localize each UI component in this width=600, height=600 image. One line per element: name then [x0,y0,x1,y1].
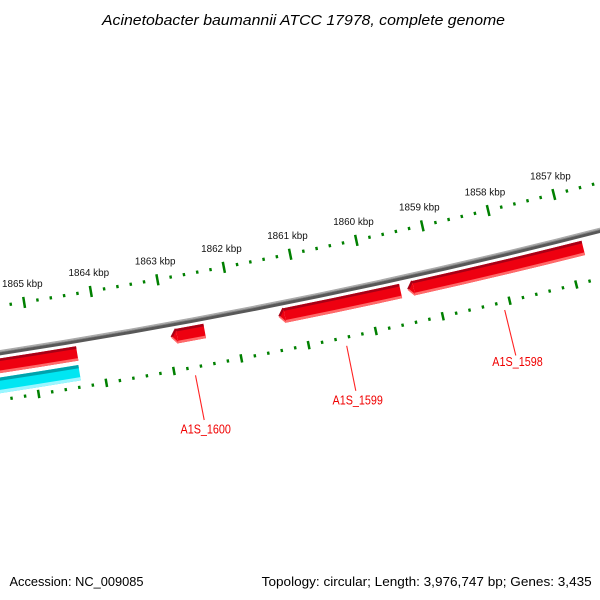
svg-text:1861 kbp: 1861 kbp [267,231,308,242]
svg-text:1859 kbp: 1859 kbp [399,203,440,214]
svg-text:Acinetobacter baumannii ATCC 1: Acinetobacter baumannii ATCC 17978, comp… [101,12,505,29]
svg-text:1863 kbp: 1863 kbp [135,257,176,268]
svg-text:Topology: circular; Length: 3,: Topology: circular; Length: 3,976,747 bp… [262,574,592,589]
svg-text:A1S_1598: A1S_1598 [492,354,542,369]
svg-text:Accession: NC_009085: Accession: NC_009085 [10,574,144,589]
svg-text:A1S_1600: A1S_1600 [181,422,231,437]
svg-text:A1S_1599: A1S_1599 [333,393,383,408]
svg-text:1864 kbp: 1864 kbp [69,268,110,279]
svg-text:1862 kbp: 1862 kbp [201,244,242,255]
svg-text:1865 kbp: 1865 kbp [2,279,43,290]
svg-text:1857 kbp: 1857 kbp [530,172,571,183]
svg-text:1860 kbp: 1860 kbp [333,217,374,228]
svg-text:1858 kbp: 1858 kbp [465,188,506,199]
